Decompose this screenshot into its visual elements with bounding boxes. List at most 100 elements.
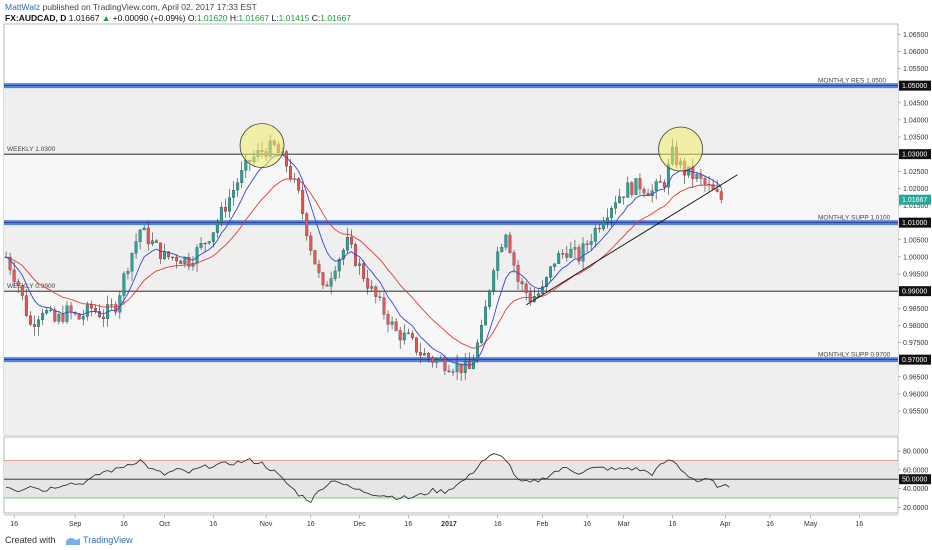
level-axis-box	[899, 80, 931, 91]
x-tick-label: 16	[855, 521, 863, 528]
candle-body	[382, 297, 386, 315]
candle-body	[224, 207, 227, 212]
candle-body	[601, 221, 605, 230]
candle-body	[658, 181, 662, 183]
x-tick-label: 16	[307, 521, 315, 528]
rsi-line	[5, 453, 730, 504]
candle-body	[69, 305, 73, 313]
candle-body	[309, 235, 313, 251]
x-tick-label: 16	[583, 521, 591, 528]
x-tick-label: 16	[10, 521, 18, 528]
candle-body	[451, 371, 455, 373]
candle-body	[504, 234, 508, 248]
ema-slow-line	[5, 178, 722, 349]
y-tick-label: 1.00500	[903, 237, 928, 244]
candle-body	[415, 337, 418, 353]
level-axis-label: 1.05000	[902, 83, 927, 90]
candle-body	[410, 333, 414, 338]
candle-body	[349, 237, 353, 245]
candle-body	[545, 277, 548, 287]
candle-body	[439, 359, 443, 361]
candle-body	[427, 353, 431, 359]
rsi-mid-label: 50.0000	[902, 477, 927, 484]
candle-body	[496, 251, 500, 271]
y-tick-label: 0.96500	[903, 374, 928, 381]
candle-body	[49, 309, 53, 311]
candle-body	[630, 182, 634, 195]
candle-body	[16, 281, 20, 286]
level-label: MONTHLY SUPP 1.0100	[818, 215, 891, 222]
candle-body	[61, 314, 65, 322]
candle-body	[45, 310, 49, 314]
candle-body	[406, 332, 410, 334]
y-tick-label: 1.00000	[903, 254, 928, 261]
x-tick-label: 16	[404, 521, 412, 528]
rsi-tick-label: 80.0000	[903, 449, 928, 456]
candle-body	[654, 181, 658, 191]
candle-body	[167, 251, 171, 258]
candle-body	[154, 240, 158, 243]
candle-body	[423, 353, 427, 356]
candle-body	[122, 273, 126, 296]
candle-body	[626, 182, 630, 198]
candle-body	[301, 190, 305, 214]
level-label: WEEKLY 1.0300	[7, 146, 56, 153]
zone-shade	[4, 291, 898, 360]
zone-shade	[4, 154, 898, 223]
candle-body	[443, 359, 447, 371]
y-tick-label: 1.04000	[903, 117, 928, 124]
y-tick-label: 0.98000	[903, 323, 928, 330]
candle-body	[366, 278, 370, 289]
candle-body	[386, 314, 390, 325]
author-link[interactable]: MattWalz	[5, 2, 41, 12]
y-tick-label: 0.96000	[903, 391, 928, 398]
level-axis-label: 0.97000	[902, 357, 927, 364]
level-axis-label: 1.03000	[902, 152, 927, 159]
candle-body	[89, 304, 93, 309]
candle-body	[93, 308, 97, 312]
zone-shade	[4, 222, 898, 292]
x-tick-label: 16	[209, 521, 217, 528]
candle-body	[447, 370, 451, 373]
level-axis-box	[899, 354, 931, 365]
publish-text: published on TradingView.com, April 02, …	[42, 2, 257, 12]
x-tick-label: May	[804, 521, 818, 528]
high-value: 1.01667	[238, 13, 270, 23]
level-axis-box	[899, 217, 931, 228]
level-axis-label: 1.01000	[902, 220, 927, 227]
tradingview-logo-icon	[66, 538, 81, 546]
candle-body	[475, 342, 479, 361]
change-value: +0.00090 (+0.09%)	[112, 13, 186, 23]
candle-body	[402, 332, 406, 341]
symbol-ohlc-bar: FX:AUDCAD, D 1.01667 ▲ +0.00090 (+0.09%)…	[5, 13, 351, 24]
candle-body	[524, 283, 528, 293]
candle-body	[508, 234, 512, 253]
candle-body	[203, 242, 207, 245]
candle-body	[77, 313, 81, 320]
candle-body	[520, 281, 524, 285]
tradingview-brand[interactable]: TradingView	[83, 535, 133, 545]
y-tick-label: 1.02000	[903, 186, 928, 193]
candle-body	[435, 359, 439, 363]
candle-body	[540, 286, 544, 294]
rsi-tick-label: 20.0000	[903, 505, 928, 512]
candle-body	[146, 227, 150, 245]
candle-body	[207, 241, 211, 244]
candle-body	[549, 266, 553, 278]
candle-body	[175, 256, 179, 262]
candle-body	[65, 305, 69, 322]
candle-body	[638, 178, 642, 190]
candle-body	[134, 241, 138, 254]
candle-body	[398, 330, 402, 341]
last-price-box	[899, 194, 931, 205]
candle-body	[488, 290, 492, 307]
candle-body	[358, 263, 362, 266]
candle-body	[500, 247, 504, 252]
candle-body	[211, 232, 215, 242]
last-price: 1.01667	[68, 13, 100, 23]
candle-body	[634, 178, 638, 195]
candle-body	[28, 315, 32, 325]
candle-body	[150, 240, 154, 245]
candle-body	[610, 208, 613, 218]
